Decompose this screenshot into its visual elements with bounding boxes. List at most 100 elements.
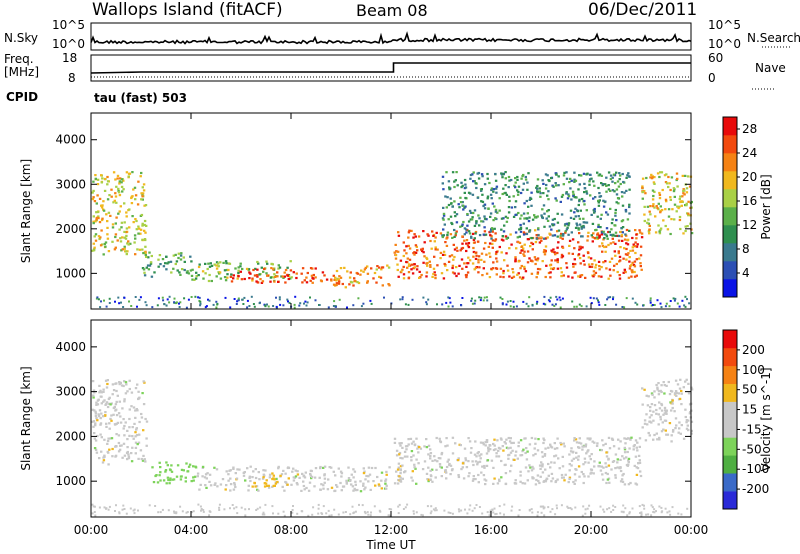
power-cell [567,224,570,227]
velocity-cell [614,474,617,477]
power-cell [625,234,628,237]
velocity-cell [610,468,613,471]
power-cell [594,196,597,199]
power-cell [125,211,128,214]
velocity-cell [126,458,129,461]
power-cell [466,271,470,274]
power-cell [442,250,446,253]
velocity-cell [95,451,99,454]
power-cell [120,221,124,224]
velocity-cell [663,406,667,409]
power-cell [465,231,468,234]
power-cell [623,306,626,309]
power-cell [485,272,489,275]
velocity-cell [507,436,510,440]
power-cell [454,215,457,218]
velocity-cell [293,476,297,479]
velocity-cell [606,472,609,476]
power-cell [514,200,518,203]
power-cell [362,270,365,273]
velocity-cell [670,440,673,443]
power-cell [572,262,575,266]
velocity-cell [477,473,480,477]
velocity-cell [678,387,682,390]
power-cell [684,229,687,233]
velocity-cell [105,425,108,428]
power-cell [483,183,487,186]
velocity-cell [602,466,605,469]
power-cell [555,295,558,298]
power-cell [612,296,615,299]
power-cell [101,177,104,180]
nsearch-tick-bottom: 10^0 [708,37,741,51]
power-cell [561,297,564,300]
power-cell [560,213,564,216]
power-cell [224,296,227,299]
velocity-colorbar-segment [723,473,737,492]
velocity-cell [353,487,356,490]
velocity-ylabel: Slant Range [km] [19,366,33,470]
power-cell [352,284,355,287]
velocity-cell [309,474,312,477]
velocity-cell [628,511,631,514]
power-cell [94,174,97,177]
power-cell [595,297,598,300]
power-cell [492,190,495,193]
power-cell [471,262,475,265]
power-colorbar-tick-label: 28 [742,122,757,136]
velocity-cell [601,473,604,476]
power-cell [503,224,506,227]
power-cell [300,272,303,275]
power-cell [560,253,564,256]
power-cell [394,243,397,246]
power-cell [664,181,668,184]
power-cell [483,230,487,233]
velocity-cell [300,510,303,513]
velocity-cell [643,504,645,507]
power-cell [349,280,353,283]
velocity-cell [369,514,372,517]
power-cell [631,236,634,240]
power-cell [455,266,458,269]
power-cell [531,237,534,240]
power-cell [477,255,481,258]
power-cell [605,184,608,187]
velocity-cell [236,512,239,515]
power-cell [408,229,411,232]
power-cell [498,209,501,212]
velocity-cell [277,465,280,468]
power-cell [576,209,579,212]
velocity-cell [603,510,606,513]
velocity-cell [626,450,629,454]
power-cell [91,249,94,252]
power-cell [165,268,168,271]
velocity-cell [425,472,429,475]
velocity-cell [588,438,591,441]
power-cell [335,269,339,273]
power-cell [135,228,138,231]
velocity-cell [575,451,578,454]
velocity-cell [611,438,615,441]
velocity-cell [610,510,613,513]
power-cell [543,225,546,228]
power-colorbar-tick-label: 20 [742,170,757,184]
power-cell [301,267,305,270]
velocity-cell [298,476,301,479]
power-cell [592,232,595,235]
velocity-cell [247,484,250,487]
power-cell [126,242,129,245]
power-cell [455,274,458,278]
power-cell [512,300,515,303]
power-cell [117,187,120,190]
velocity-cell [404,506,407,509]
velocity-cell [534,437,537,440]
velocity-cell [670,409,673,412]
velocity-cell [656,438,659,441]
power-cell [665,182,669,185]
velocity-cell [628,447,631,450]
velocity-cell [93,511,96,513]
power-cell [598,192,601,195]
power-cell [314,276,317,279]
velocity-cell [682,437,686,440]
power-cell [305,304,308,307]
